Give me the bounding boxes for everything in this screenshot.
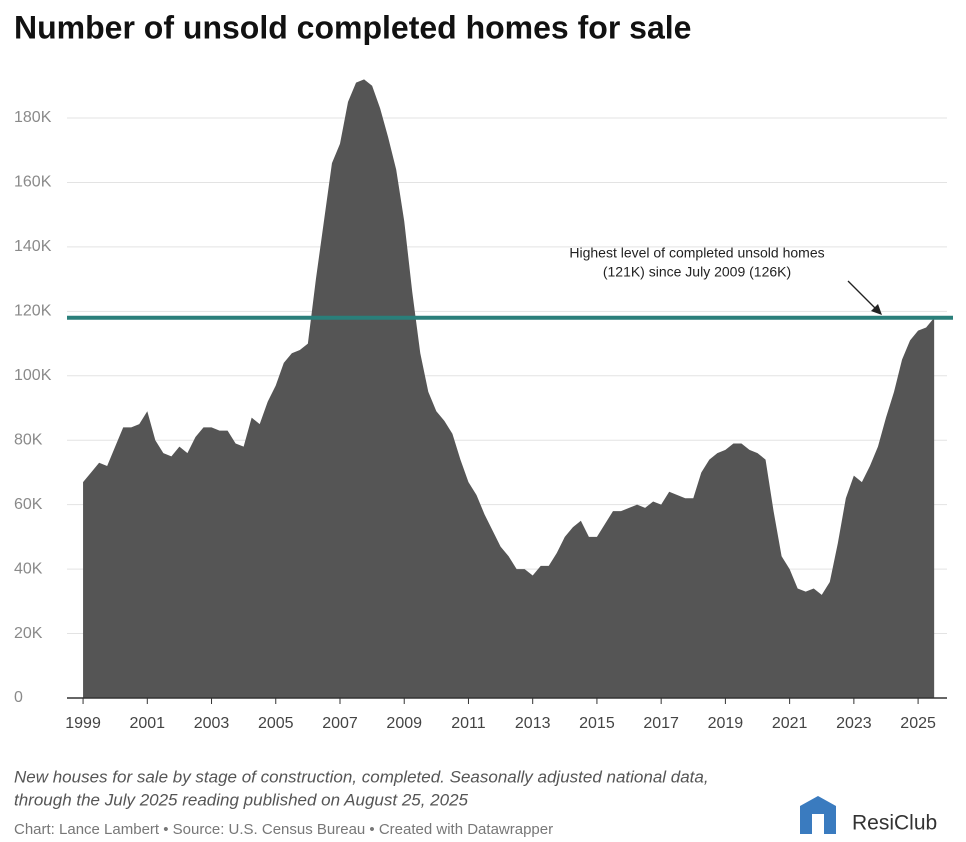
- x-tick-label: 2025: [900, 715, 936, 732]
- annotation: Highest level of completed unsold homes: [569, 245, 824, 261]
- logo: ResiClub: [852, 812, 937, 835]
- x-tick-label: 2005: [258, 715, 294, 732]
- y-tick-label: 40K: [14, 560, 43, 577]
- x-tick-label: 2013: [515, 715, 551, 732]
- y-tick-label: 20K: [14, 625, 43, 642]
- x-tick-label: 2007: [322, 715, 358, 732]
- y-tick-label: 60K: [14, 496, 43, 513]
- x-tick-label: 2003: [194, 715, 230, 732]
- x-tick-label: 2015: [579, 715, 615, 732]
- annotation: (121K) since July 2009 (126K): [603, 264, 791, 280]
- chart-title: Number of unsold completed homes for sal…: [14, 9, 691, 45]
- note: through the July 2025 reading published …: [14, 790, 469, 809]
- x-tick-label: 2017: [643, 715, 679, 732]
- x-tick-label: 2021: [772, 715, 808, 732]
- y-tick-label: 180K: [14, 109, 52, 126]
- y-tick-label: 80K: [14, 431, 43, 448]
- x-tick-label: 2009: [386, 715, 422, 732]
- x-tick-label: 2011: [451, 715, 486, 732]
- annotation-arrowhead: [871, 304, 882, 315]
- note: New houses for sale by stage of construc…: [14, 767, 709, 786]
- x-tick-label: 2019: [708, 715, 744, 732]
- y-tick-label: 160K: [14, 174, 52, 191]
- y-tick-label: 100K: [14, 367, 52, 384]
- x-tick-label: 1999: [65, 715, 101, 732]
- area: [83, 79, 935, 699]
- y-tick-label: 140K: [14, 238, 52, 255]
- x-tick-label: 2023: [836, 715, 872, 732]
- y-tick-label: 0: [14, 689, 23, 706]
- logo-icon: [800, 796, 836, 834]
- credit: Chart: Lance Lambert • Source: U.S. Cens…: [14, 821, 553, 838]
- y-tick-label: 120K: [14, 303, 52, 320]
- x-tick-label: 2001: [129, 715, 165, 732]
- annotation-arrow: [847, 280, 880, 313]
